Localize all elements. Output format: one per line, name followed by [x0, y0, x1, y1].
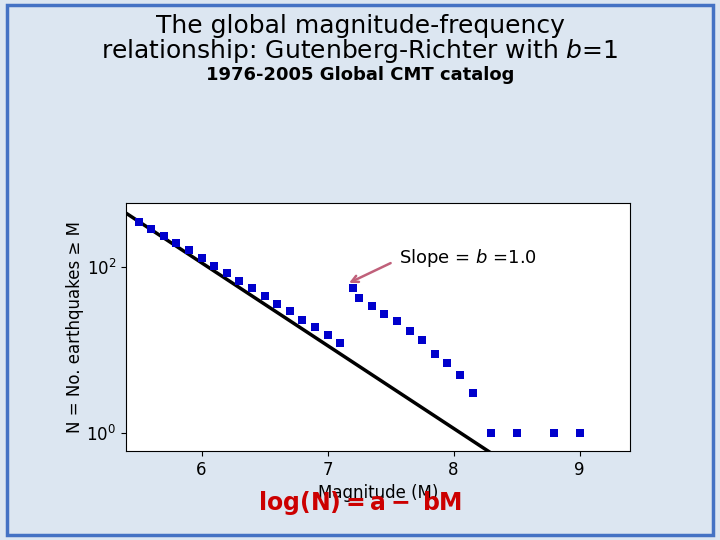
- Text: $\bf{log(N) = a -}$ $\it{\bf{b}}$$\bf{M}$: $\bf{log(N) = a -}$ $\it{\bf{b}}$$\bf{M}…: [258, 489, 462, 517]
- Y-axis label: N = No. earthquakes ≥ M: N = No. earthquakes ≥ M: [66, 221, 84, 433]
- Text: relationship: Gutenberg-Richter with $\it{b}$=1: relationship: Gutenberg-Richter with $\i…: [102, 37, 618, 65]
- Text: Slope = $\it{b}$ =1.0: Slope = $\it{b}$ =1.0: [400, 247, 537, 269]
- Text: 1976-2005 Global CMT catalog: 1976-2005 Global CMT catalog: [206, 66, 514, 84]
- X-axis label: Magnitude (M): Magnitude (M): [318, 484, 438, 502]
- Text: The global magnitude-frequency: The global magnitude-frequency: [156, 14, 564, 37]
